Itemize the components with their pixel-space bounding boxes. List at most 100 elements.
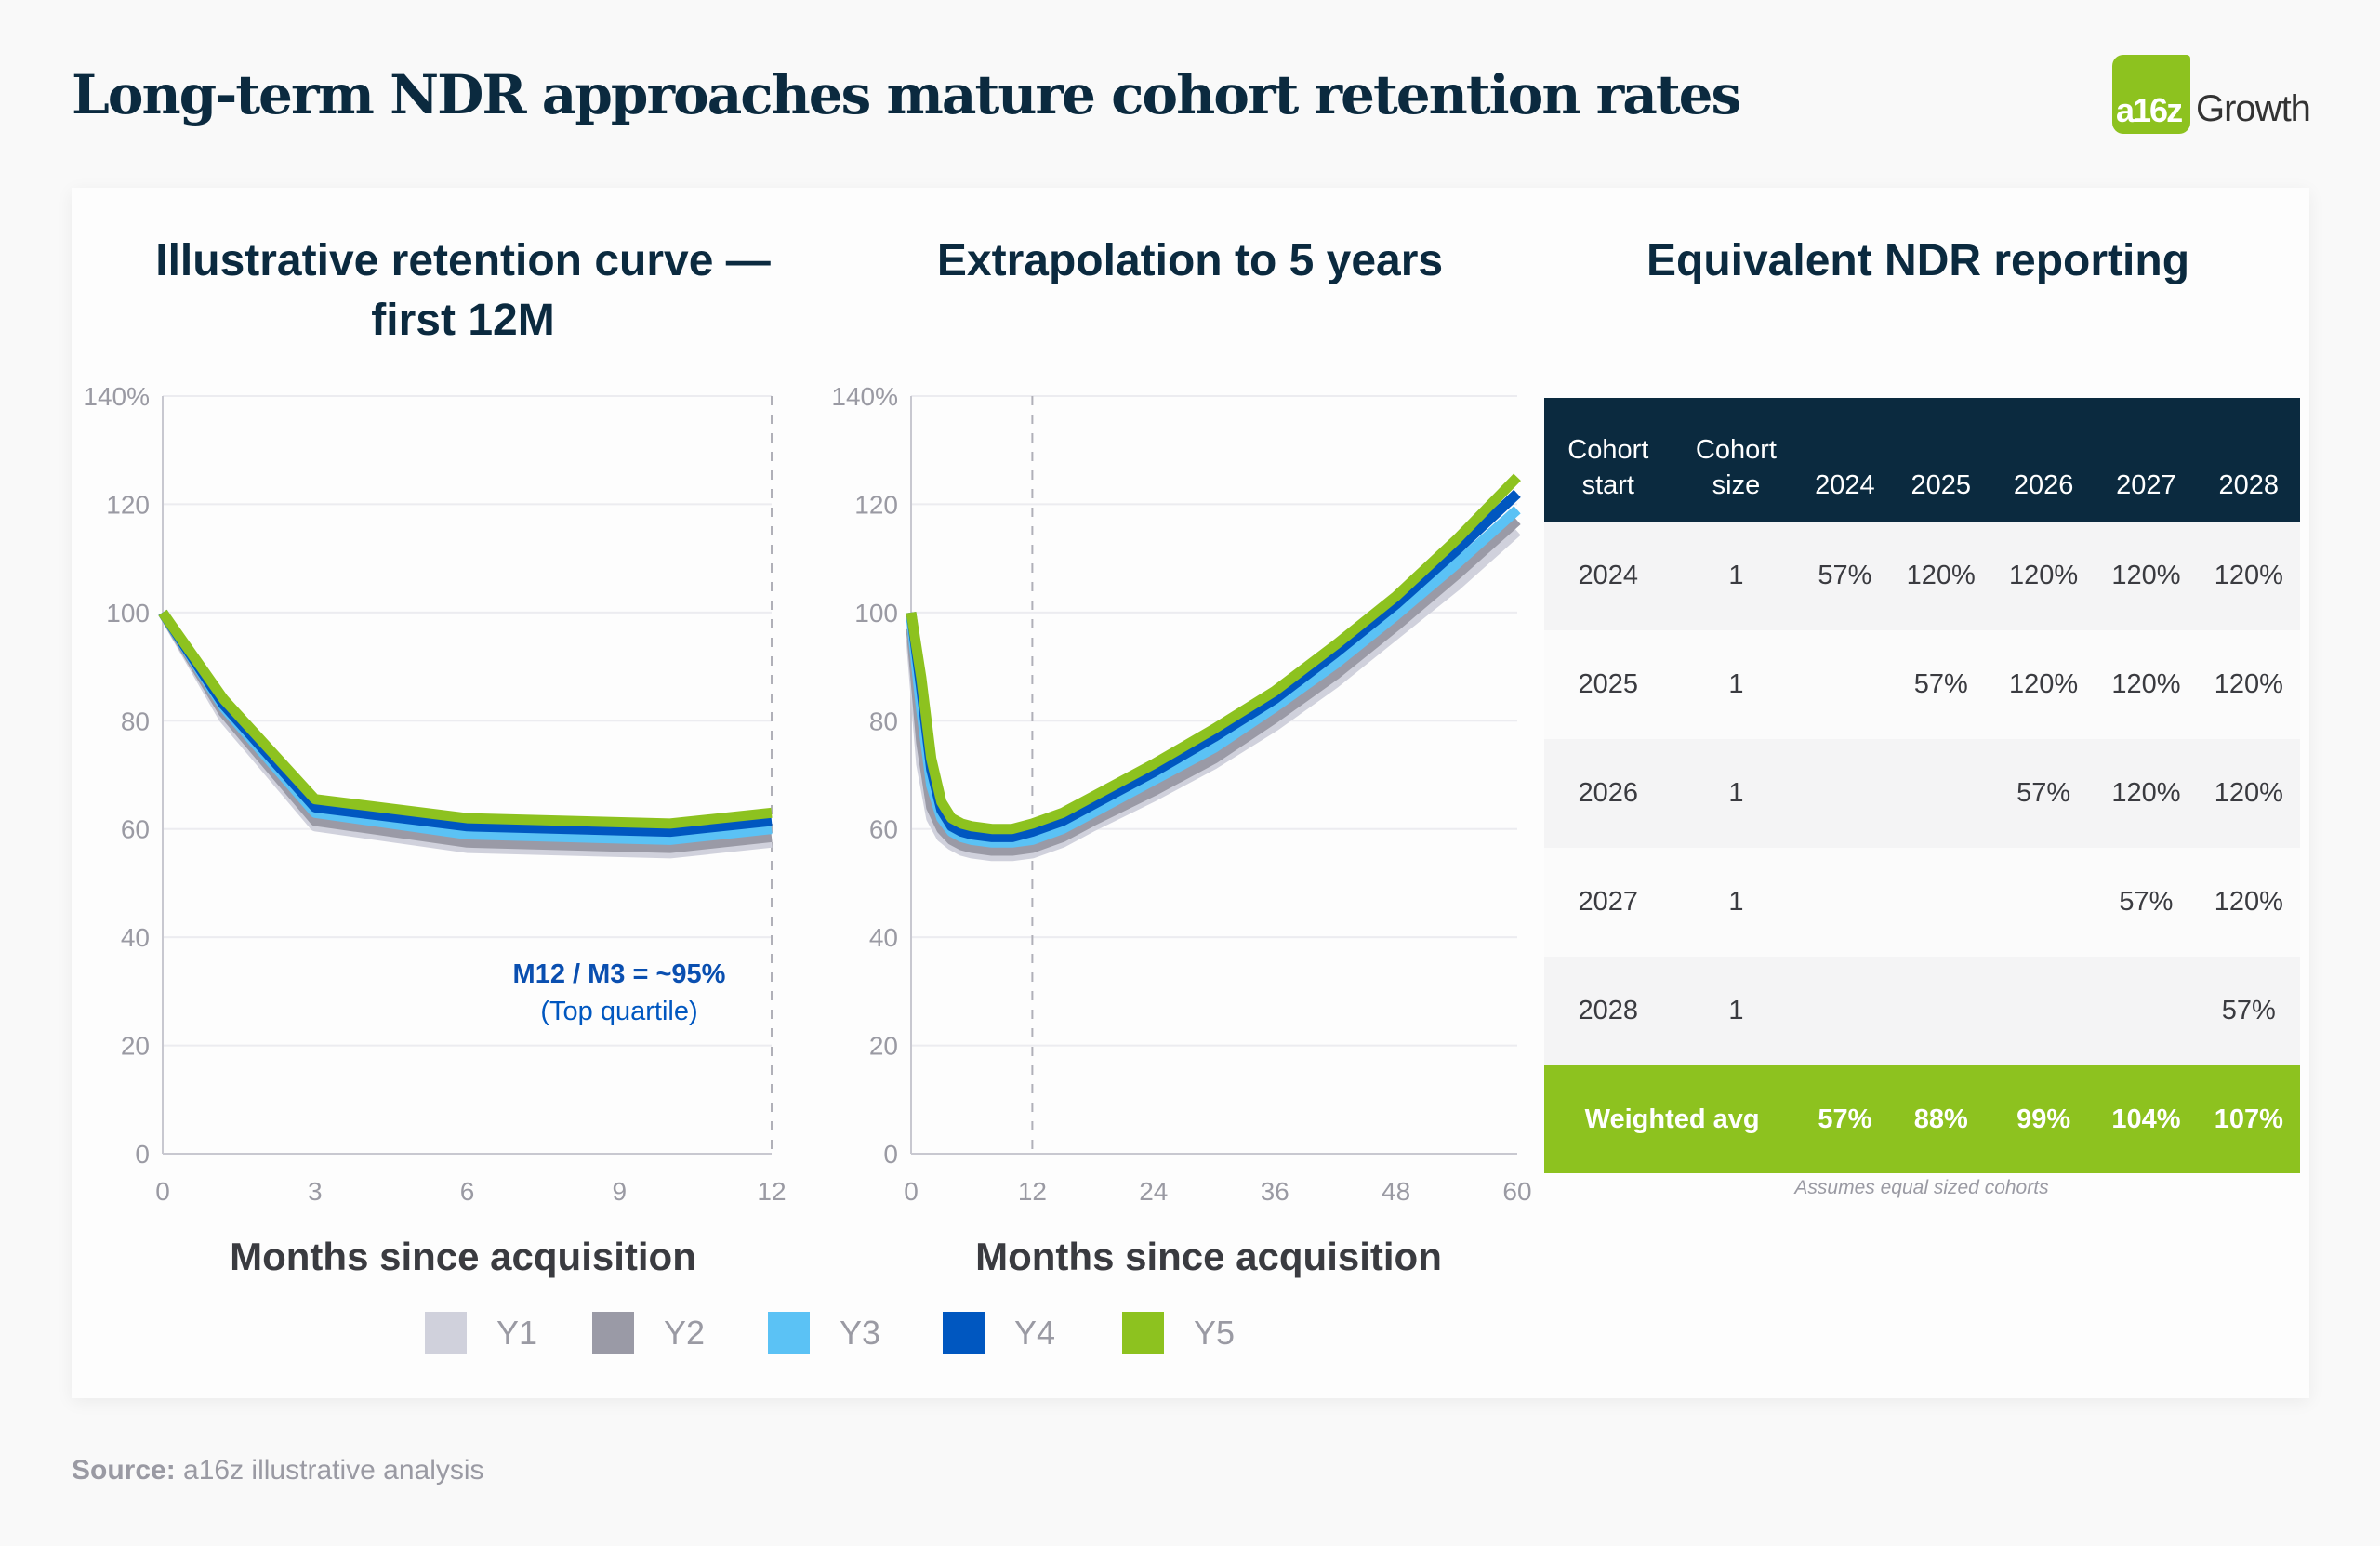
y-tick-label: 140% [83, 382, 150, 411]
y-tick-label: 0 [883, 1140, 898, 1169]
table-cell [1800, 957, 1890, 1065]
x-tick-label: 0 [904, 1177, 919, 1206]
table-header-cell: 2025 [1889, 398, 1992, 522]
table-header-cell: 2028 [2197, 398, 2300, 522]
table-cell: 120% [2197, 739, 2300, 848]
table-header-cell: Cohort start [1544, 398, 1673, 522]
source-note: Source: a16z illustrative analysis [72, 1455, 484, 1487]
legend-swatch [943, 1312, 985, 1354]
legend-label: Y1 [496, 1313, 538, 1352]
legend-label: Y2 [664, 1313, 706, 1352]
y-tick-label: 80 [121, 707, 150, 735]
legend-item-y2: Y2 [592, 1312, 705, 1354]
y-tick-label: 0 [135, 1140, 150, 1169]
table-cell: 1 [1672, 522, 1801, 630]
header-line2: start [1581, 470, 1634, 500]
y-tick-label: 20 [869, 1032, 898, 1061]
x-tick-label: 12 [1018, 1177, 1047, 1206]
header-line2: 2025 [1911, 470, 1971, 500]
x-tick-label: 0 [155, 1177, 170, 1206]
table-cell [1800, 848, 1890, 957]
table-cell: 57% [2197, 957, 2300, 1065]
series-line-y5 [158, 609, 773, 829]
table-cell [1991, 957, 2096, 1065]
ndr-table: Cohort start Cohort size 2024 2025 2026 2027 202… [1544, 398, 2300, 1173]
table-cell: 120% [2095, 739, 2198, 848]
source-text: a16z illustrative analysis [183, 1455, 484, 1486]
chart2-x-axis-title: Months since acquisition [975, 1235, 1442, 1278]
series-line-y5 [906, 473, 1521, 835]
y-tick-label: 60 [869, 815, 898, 844]
table-cell: 120% [2197, 522, 2300, 630]
table-cell: 2028 [1544, 957, 1673, 1065]
weighted-avg-value: 88% [1889, 1065, 1992, 1173]
table-cell: 1 [1672, 848, 1801, 957]
legend-swatch [592, 1312, 634, 1354]
chart1-x-axis-title: Months since acquisition [230, 1235, 696, 1278]
y-tick-label: 100 [106, 599, 150, 628]
header-line2: 2028 [2218, 470, 2280, 500]
table-cell: 2025 [1544, 630, 1673, 739]
table-cell: 57% [1991, 739, 2096, 848]
table-cell: 120% [2197, 848, 2300, 957]
header-line2: size [1712, 470, 1761, 500]
series-line-y1 [906, 527, 1521, 862]
legend-label: Y5 [1194, 1313, 1236, 1352]
table-cell [1800, 630, 1890, 739]
table-header-row: Cohort start Cohort size 2024 2025 2026 2027 202… [1544, 398, 2300, 522]
table-cell [1889, 848, 1992, 957]
table-cell [1889, 739, 1992, 848]
y-tick-label: 60 [121, 815, 150, 844]
series-line-y3 [906, 506, 1521, 848]
legend-swatch [1122, 1312, 1164, 1354]
logo-mark: a16z [2112, 55, 2190, 134]
legend-swatch [425, 1312, 467, 1354]
y-tick-label: 120 [854, 490, 898, 519]
x-tick-label: 48 [1382, 1177, 1410, 1206]
x-tick-label: 36 [1261, 1177, 1289, 1206]
table-cell: 120% [2095, 522, 2198, 630]
y-tick-label: 40 [869, 923, 898, 952]
series-line-y4 [906, 489, 1521, 842]
legend-item-y5: Y5 [1122, 1312, 1235, 1354]
table-header-cell: 2027 [2095, 398, 2198, 522]
table-header-cell: Cohort size [1672, 398, 1801, 522]
legend-label: Y4 [1014, 1313, 1056, 1352]
table-cell: 1 [1672, 957, 1801, 1065]
table-cell: 120% [1991, 630, 2096, 739]
y-tick-label: 40 [121, 923, 150, 952]
header-line1: Cohort [1695, 435, 1777, 465]
legend-swatch [768, 1312, 810, 1354]
y-tick-label: 120 [106, 490, 150, 519]
table-cell [1889, 957, 1992, 1065]
x-tick-label: 60 [1502, 1177, 1531, 1206]
weighted-avg-label: Weighted avg [1544, 1065, 1801, 1173]
table-cell: 120% [1991, 522, 2096, 630]
chart2-title: Extrapolation to 5 years [936, 236, 1444, 285]
x-tick-label: 6 [460, 1177, 475, 1206]
table-cell: 57% [1800, 522, 1890, 630]
table-cell: 120% [2197, 630, 2300, 739]
legend-label: Y3 [840, 1313, 881, 1352]
table-row: 2027 1 57% 120% [1544, 848, 2300, 957]
a16z-growth-logo: a16z Growth [2112, 55, 2354, 135]
annotation-sub: (Top quartile) [540, 997, 698, 1026]
table-row: 2024 1 57% 120% 120% 120% 120% [1544, 522, 2300, 630]
page-title: Long-term NDR approaches mature cohort r… [72, 63, 1741, 126]
weighted-avg-row: Weighted avg 57% 88% 99% 104% 107% [1544, 1065, 2300, 1173]
series-line-y2 [906, 516, 1521, 856]
weighted-avg-value: 57% [1800, 1065, 1890, 1173]
table-note: Assumes equal sized cohorts [1794, 1177, 2049, 1198]
table-cell: 2026 [1544, 739, 1673, 848]
weighted-avg-value: 104% [2095, 1065, 2198, 1173]
source-label: Source: [72, 1455, 176, 1486]
table-cell: 57% [1889, 630, 1992, 739]
table-cell: 1 [1672, 739, 1801, 848]
legend-item-y3: Y3 [768, 1312, 880, 1354]
table-title: Equivalent NDR reporting [1646, 236, 2190, 285]
x-tick-label: 3 [308, 1177, 323, 1206]
table-cell: 2024 [1544, 522, 1673, 630]
table-row: 2026 1 57% 120% 120% [1544, 739, 2300, 848]
table-cell: 2027 [1544, 848, 1673, 957]
